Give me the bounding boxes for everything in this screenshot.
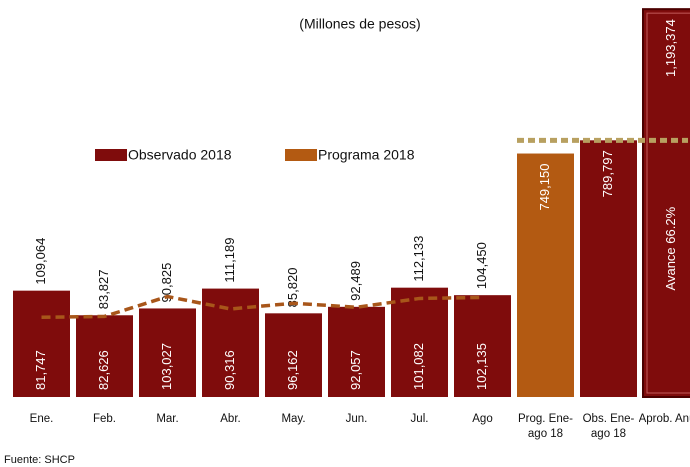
x-label-box: Mar. xyxy=(156,413,179,425)
x-label-box: May. xyxy=(281,413,306,425)
data-label: 96,162 xyxy=(285,350,300,390)
source-note: Fuente: SHCP xyxy=(4,454,75,466)
x-tick-label: Jul. xyxy=(410,413,429,425)
data-label: 81,747 xyxy=(33,350,48,390)
data-label: 104,450 xyxy=(474,242,489,289)
bar xyxy=(13,290,70,397)
total-bar xyxy=(517,153,574,397)
data-label: 82,626 xyxy=(96,350,111,390)
x-label-box: Ene. xyxy=(29,413,54,425)
data-label: 101,082 xyxy=(411,343,426,390)
data-label: 90,316 xyxy=(222,350,237,390)
data-label: 111,189 xyxy=(222,238,237,283)
total-bar xyxy=(642,8,690,399)
x-tick-label: Ago xyxy=(472,413,493,425)
data-label: 85,820 xyxy=(285,268,300,308)
x-label-box: Obs. Ene-ago 18 xyxy=(582,413,635,440)
data-label: 109,064 xyxy=(33,238,48,285)
data-label: 102,135 xyxy=(474,343,489,390)
x-tick-label: Feb. xyxy=(92,413,116,425)
x-tick-label: Aprob. Anual xyxy=(638,413,690,425)
x-tick-label: Prog. Ene-ago 18 xyxy=(518,413,573,440)
x-label-box: Prog. Ene-ago 18 xyxy=(518,413,573,440)
x-tick-label: Abr. xyxy=(220,413,241,425)
legend-label: Programa 2018 xyxy=(318,147,415,163)
data-label: 749,150 xyxy=(537,164,552,211)
bar xyxy=(76,315,133,397)
x-label-box: Aprob. Anual xyxy=(638,413,690,425)
data-label: 92,489 xyxy=(348,261,363,301)
data-label: 1,193,374 xyxy=(663,19,678,77)
bar xyxy=(391,287,448,397)
x-tick-label: Obs. Ene-ago 18 xyxy=(582,413,635,440)
x-label-box: Feb. xyxy=(92,413,116,425)
x-tick-label: Mar. xyxy=(156,413,179,425)
legend-swatch xyxy=(285,149,317,161)
bar xyxy=(454,295,511,397)
x-label-box: Jun. xyxy=(345,413,368,425)
line xyxy=(41,294,483,320)
bar xyxy=(328,306,385,397)
data-label: 92,057 xyxy=(348,350,363,390)
x-label-box: Abr. xyxy=(220,413,241,425)
x-tick-label: Ene. xyxy=(29,413,54,425)
bar-inner-border xyxy=(646,12,690,394)
x-tick-label: May. xyxy=(281,413,306,425)
bar xyxy=(139,308,196,397)
legend-label: Observado 2018 xyxy=(128,147,232,163)
data-label: 789,797 xyxy=(600,150,615,197)
data-label: 103,027 xyxy=(159,343,174,390)
annotation: Avance 66.2% xyxy=(663,206,678,290)
total-bar xyxy=(580,140,637,397)
x-label-box: Jul. xyxy=(410,413,429,425)
x-label-box: Ago xyxy=(472,413,493,425)
bar xyxy=(265,313,322,397)
chart-subtitle: (Millones de pesos) xyxy=(299,16,420,32)
x-tick-label: Jun. xyxy=(345,413,368,425)
data-label: 83,827 xyxy=(96,270,111,310)
data-label: 90,825 xyxy=(159,263,174,303)
legend-swatch xyxy=(95,149,127,161)
data-label: 112,133 xyxy=(411,236,426,282)
